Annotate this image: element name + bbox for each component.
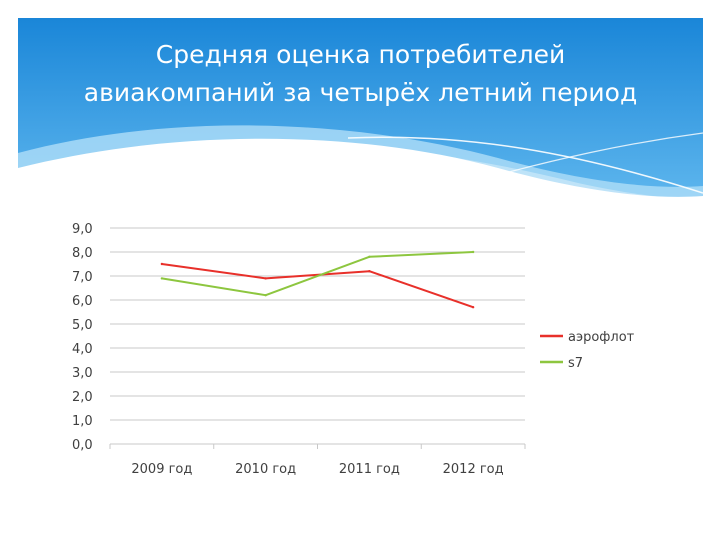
series-line-аэрофлот — [161, 263, 474, 309]
data-point — [160, 262, 164, 266]
series-line-s7 — [161, 251, 474, 297]
x-tick-label: 2012 год — [443, 462, 504, 477]
banner-wave-line-2 — [467, 132, 703, 184]
banner-wave-front — [18, 138, 703, 203]
y-tick-label: 6,0 — [72, 294, 93, 309]
y-tick-label: 7,0 — [72, 270, 93, 285]
data-point — [368, 255, 371, 258]
slide-title: Средняя оценка потребителей авиакомпаний… — [18, 36, 703, 112]
x-axis-tick-labels: 2009 год 2010 год 2011 год 2012 год — [131, 462, 503, 477]
chart-gridlines — [109, 227, 526, 449]
y-axis-tick-labels: 0,0 1,0 2,0 3,0 4,0 5,0 6,0 7,0 8,0 9,0 — [72, 222, 93, 453]
chart-series — [160, 250, 475, 309]
title-banner — [18, 18, 703, 203]
y-tick-label: 0,0 — [72, 438, 93, 453]
y-tick-label: 4,0 — [72, 342, 93, 357]
x-tick-label: 2010 год — [235, 462, 296, 477]
data-point — [471, 306, 475, 309]
data-point — [160, 277, 164, 280]
x-tick-label: 2009 год — [131, 462, 192, 477]
x-tick-label: 2011 год — [339, 462, 400, 477]
banner-background — [18, 18, 703, 203]
slide-title-line-1: Средняя оценка потребителей — [155, 40, 566, 69]
y-tick-label: 8,0 — [72, 246, 93, 261]
y-tick-label: 5,0 — [72, 318, 93, 333]
legend-label: аэрофлот — [568, 330, 635, 345]
data-point — [264, 294, 267, 297]
chart-legend: аэрофлот s7 — [540, 330, 635, 371]
legend-label: s7 — [568, 356, 583, 371]
data-point — [264, 277, 267, 280]
y-tick-label: 1,0 — [72, 414, 93, 429]
data-point — [471, 250, 475, 254]
slide-title-line-2: авиакомпаний за четырёх летний период — [83, 78, 638, 107]
y-tick-label: 2,0 — [72, 390, 93, 405]
data-point — [368, 270, 371, 273]
y-tick-label: 9,0 — [72, 222, 93, 237]
y-tick-label: 3,0 — [72, 366, 93, 381]
banner-wave-line — [347, 136, 703, 194]
